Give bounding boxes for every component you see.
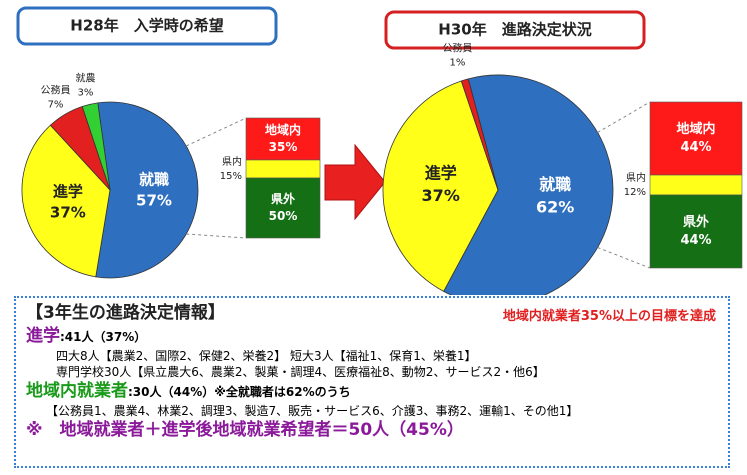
goal: 地域内就業者35%以上の目標を達成 (502, 309, 716, 324)
arrow (324, 143, 386, 221)
text: 四大8人【農業2、国際2、保健2、栄養2】 短大3人【福祉1、保育1、栄養1】 (56, 348, 477, 363)
bar-value: 35% (269, 140, 298, 154)
slice-value: 1% (450, 58, 466, 69)
slice-label: 就職 (139, 171, 169, 189)
connector (185, 117, 247, 147)
title-box (384, 10, 646, 50)
pie-slice (443, 74, 614, 295)
heading: 【3年生の進路決定情報】 (26, 303, 225, 323)
connector (597, 247, 651, 269)
slice-label: 就農 (75, 71, 95, 84)
bar-segment (245, 159, 321, 179)
chart-title: H30年 進路決定状況 (438, 21, 591, 39)
slice-label: 進学 (425, 163, 457, 182)
title-box (16, 6, 278, 46)
slice-value: 37% (422, 186, 460, 205)
pie-slice (382, 80, 499, 292)
bar-value: 12% (624, 187, 646, 198)
bar-label: 県外 (271, 191, 295, 206)
connector (186, 233, 247, 239)
bar-label: 地域内 (676, 121, 715, 137)
bar-segment (649, 194, 743, 269)
text: 【公務員1、農業4、林業2、調理3、製造7、販売・サービス6、介護3、事務2、運… (46, 404, 579, 419)
bar-label: 県外 (683, 214, 709, 230)
slice-label: 公務員 (41, 83, 71, 96)
pie-slice (95, 101, 199, 279)
bar-segment (649, 174, 743, 196)
slice-label: 就職 (539, 175, 571, 194)
bar-segment (245, 177, 321, 239)
bar-value: 50% (269, 209, 298, 223)
slice-value: 37% (50, 204, 86, 222)
slice-label: 公務員 (442, 42, 472, 55)
summary: ※ 地域就業者＋進学後地域就業希望者＝50人（45%） (26, 420, 464, 441)
slice-value: 62% (536, 197, 574, 216)
text: :30人（44%）※全就職者は62%のうち (128, 385, 351, 400)
text: 専門学校30人【県立農大6、農業2、製菓・調理4、医療福祉8、動物2、サービス2… (56, 365, 545, 380)
slice-value: 57% (136, 192, 172, 210)
bar-value: 44% (680, 233, 711, 248)
slice-value: 7% (48, 99, 64, 110)
pie-slice (460, 78, 499, 191)
bar-label: 地域内 (265, 122, 301, 137)
bar-label: 県内 (626, 171, 646, 184)
bar-segment (245, 117, 321, 161)
chart-title: H28年 入学時の希望 (70, 17, 223, 35)
connector (597, 101, 651, 133)
text: :41人（37%） (60, 329, 147, 344)
info-box: 【3年生の進路決定情報】 地域内就業者35%以上の目標を達成 進学:41人（37… (14, 296, 730, 468)
pie-slice (81, 102, 111, 191)
bar-segment (649, 101, 743, 176)
bar-label: 県内 (222, 155, 242, 168)
label: 地域内就業者 (26, 381, 128, 402)
slice-label: 進学 (53, 183, 83, 201)
bar-value: 15% (220, 171, 242, 182)
pie-slice (21, 124, 111, 278)
bar-value: 44% (680, 140, 711, 155)
slice-value: 3% (78, 87, 94, 98)
label: 進学 (26, 325, 60, 346)
